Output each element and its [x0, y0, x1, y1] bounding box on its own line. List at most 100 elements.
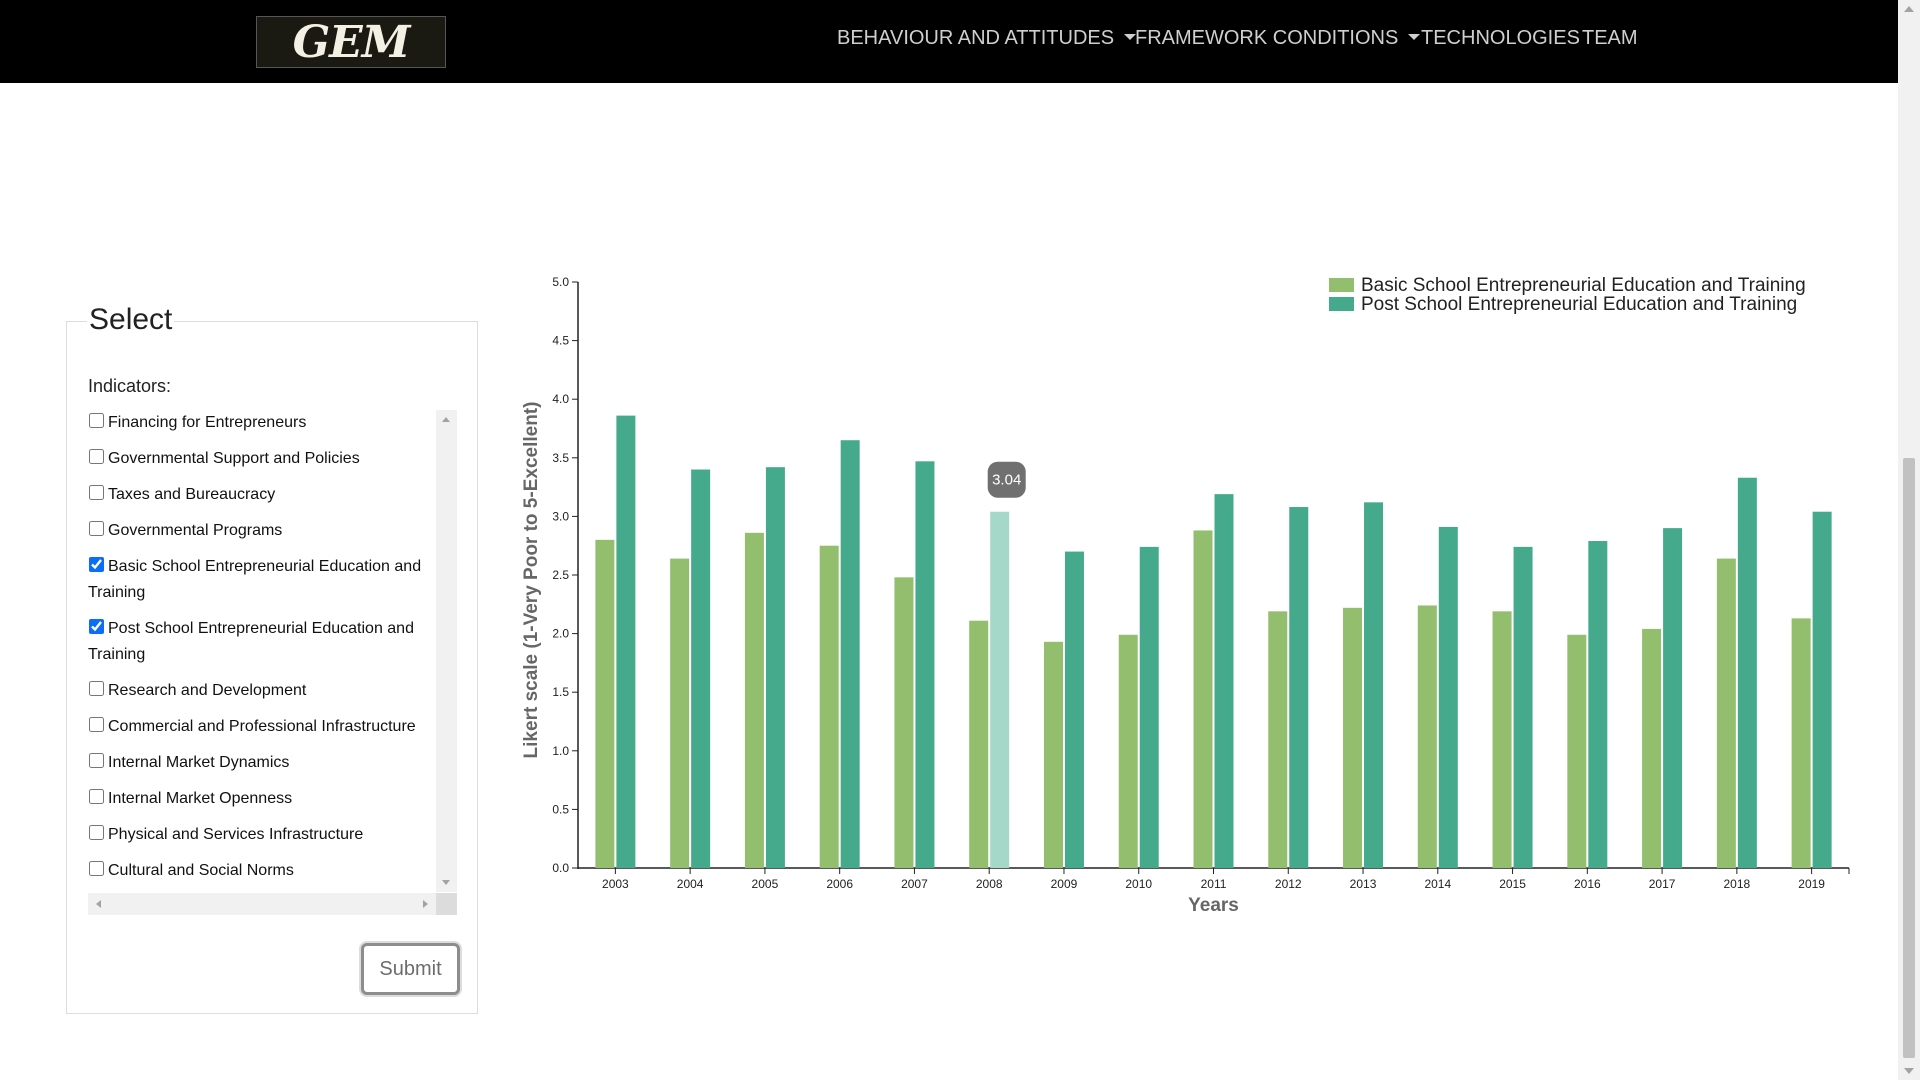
bar	[1492, 611, 1512, 868]
indicator-checkbox[interactable]	[89, 449, 104, 464]
indicator-label: Post School Entrepreneurial Education an…	[88, 620, 414, 663]
y-tick-label: 1.0	[552, 744, 569, 758]
indicator-label: Cultural and Social Norms	[108, 862, 294, 879]
y-tick-label: 2.0	[552, 627, 569, 641]
select-fieldset	[66, 321, 478, 1014]
x-tick-label: 2016	[1574, 877, 1601, 891]
select-legend: Select	[87, 303, 175, 337]
legend-swatch	[1329, 278, 1354, 292]
indicator-label: Financing for Entrepreneurs	[108, 414, 307, 431]
indicator-label: Commercial and Professional Infrastructu…	[108, 718, 416, 735]
indicator-checkbox[interactable]	[89, 557, 104, 572]
indicator-post-school-education[interactable]: Post School Entrepreneurial Education an…	[88, 616, 433, 668]
legend-label: Post School Entrepreneurial Education an…	[1361, 294, 1797, 315]
nav-behaviour-and-attitudes[interactable]: BEHAVIOUR AND ATTITUDES	[837, 27, 1137, 50]
y-tick-label: 2.5	[552, 568, 569, 582]
page-scrollbar[interactable]	[1898, 0, 1920, 1080]
indicator-internal-market-dynamics[interactable]: Internal Market Dynamics	[88, 750, 433, 776]
indicator-checkbox[interactable]	[89, 485, 104, 500]
bar-chart: 0.0 0.5 1.0 1.5 2.0 2.5 3.0 3.5 4.0 4.5 5.0 2003 200…	[521, 275, 1850, 916]
bar	[1438, 526, 1458, 868]
scroll-left-arrow-icon[interactable]	[96, 900, 101, 908]
indicator-label: Basic School Entrepreneurial Education a…	[88, 558, 422, 601]
x-tick-label: 2013	[1350, 877, 1377, 891]
y-axis-title: Likert scale (1-Very Poor to 5-Excellent…	[521, 402, 542, 759]
bar	[1513, 546, 1533, 868]
indicator-cultural-social-norms[interactable]: Cultural and Social Norms	[88, 858, 433, 884]
indicator-label: Governmental Support and Policies	[108, 450, 360, 467]
bar	[915, 461, 935, 868]
indicator-commercial-infrastructure[interactable]: Commercial and Professional Infrastructu…	[88, 714, 433, 740]
x-axis-title: Years	[1188, 895, 1239, 916]
value-tooltip	[987, 461, 1026, 498]
indicator-internal-market-openness[interactable]: Internal Market Openness	[88, 786, 433, 812]
scroll-up-arrow-icon[interactable]	[1904, 6, 1914, 12]
scrollbar-corner	[436, 893, 457, 915]
indicator-label: Governmental Programs	[108, 522, 283, 539]
nav-technologies[interactable]: TECHNOLOGIES	[1421, 27, 1580, 50]
x-tick-label: 2018	[1724, 877, 1751, 891]
x-tick-label: 2006	[826, 877, 853, 891]
indicator-financing-for-entrepreneurs[interactable]: Financing for Entrepreneurs	[88, 410, 433, 436]
x-tick-label: 2014	[1424, 877, 1451, 891]
indicator-taxes-and-bureaucracy[interactable]: Taxes and Bureaucracy	[88, 482, 433, 508]
x-tick-label: 2003	[602, 877, 629, 891]
y-tick-label: 0.0	[552, 861, 569, 875]
scrollbar-thumb[interactable]	[1903, 458, 1915, 1058]
bar	[744, 532, 764, 868]
indicator-label: Physical and Services Infrastructure	[108, 826, 364, 843]
indicator-checkbox[interactable]	[89, 825, 104, 840]
logo-text: GEM	[292, 16, 411, 68]
y-tick-label: 3.5	[552, 451, 569, 465]
scroll-right-arrow-icon[interactable]	[423, 900, 428, 908]
bar	[1289, 507, 1309, 868]
indicator-checkbox[interactable]	[89, 753, 104, 768]
indicator-physical-infrastructure[interactable]: Physical and Services Infrastructure	[88, 822, 433, 848]
bar	[969, 620, 989, 868]
bar	[894, 577, 914, 868]
bar	[840, 440, 860, 868]
x-tick-label: 2011	[1201, 877, 1227, 891]
indicators-label: Indicators:	[88, 376, 172, 396]
bar	[1588, 541, 1608, 868]
bar	[1118, 634, 1138, 868]
y-tick-label: 4.5	[552, 334, 569, 348]
legend-label: Basic School Entrepreneurial Education a…	[1361, 275, 1806, 296]
indicator-checkbox[interactable]	[89, 521, 104, 536]
indicator-governmental-support[interactable]: Governmental Support and Policies	[88, 446, 433, 472]
indicator-basic-school-education[interactable]: Basic School Entrepreneurial Education a…	[88, 554, 433, 606]
bar	[1716, 558, 1736, 868]
x-tick-label: 2004	[677, 877, 704, 891]
indicator-checkbox[interactable]	[89, 413, 104, 428]
indicator-research-and-development[interactable]: Research and Development	[88, 678, 433, 704]
indicator-checkbox[interactable]	[89, 789, 104, 804]
nav-framework-conditions[interactable]: FRAMEWORK CONDITIONS	[1135, 27, 1421, 50]
bar	[1193, 530, 1213, 868]
scroll-up-arrow-icon[interactable]	[442, 417, 450, 422]
indicator-checkbox[interactable]	[89, 861, 104, 876]
nav-label: FRAMEWORK CONDITIONS	[1135, 27, 1399, 49]
caret-down-icon	[1124, 33, 1137, 40]
gem-logo[interactable]: GEM	[256, 16, 446, 68]
submit-button[interactable]: Submit	[361, 943, 460, 995]
x-tick-label: 2017	[1649, 877, 1676, 891]
scroll-down-arrow-icon[interactable]	[1904, 1068, 1914, 1074]
list-vertical-scrollbar[interactable]	[436, 410, 457, 892]
bar	[616, 415, 636, 868]
list-horizontal-scrollbar[interactable]	[88, 893, 457, 915]
bar	[691, 469, 711, 868]
bar	[1364, 502, 1384, 868]
legend-swatch	[1329, 297, 1354, 311]
bar	[1567, 634, 1587, 868]
indicator-checkbox[interactable]	[89, 717, 104, 732]
scroll-down-arrow-icon[interactable]	[442, 880, 450, 885]
indicator-checkbox[interactable]	[89, 681, 104, 696]
indicator-label: Internal Market Openness	[108, 790, 293, 807]
indicators-list[interactable]: Financing for Entrepreneurs Governmental…	[88, 410, 457, 915]
nav-team[interactable]: TEAM	[1582, 27, 1638, 50]
indicator-checkbox[interactable]	[89, 619, 104, 634]
indicator-label: Research and Development	[108, 682, 307, 699]
indicator-governmental-programs[interactable]: Governmental Programs	[88, 518, 433, 544]
indicator-label: Taxes and Bureaucracy	[108, 486, 276, 503]
x-tick-label: 2010	[1125, 877, 1152, 891]
